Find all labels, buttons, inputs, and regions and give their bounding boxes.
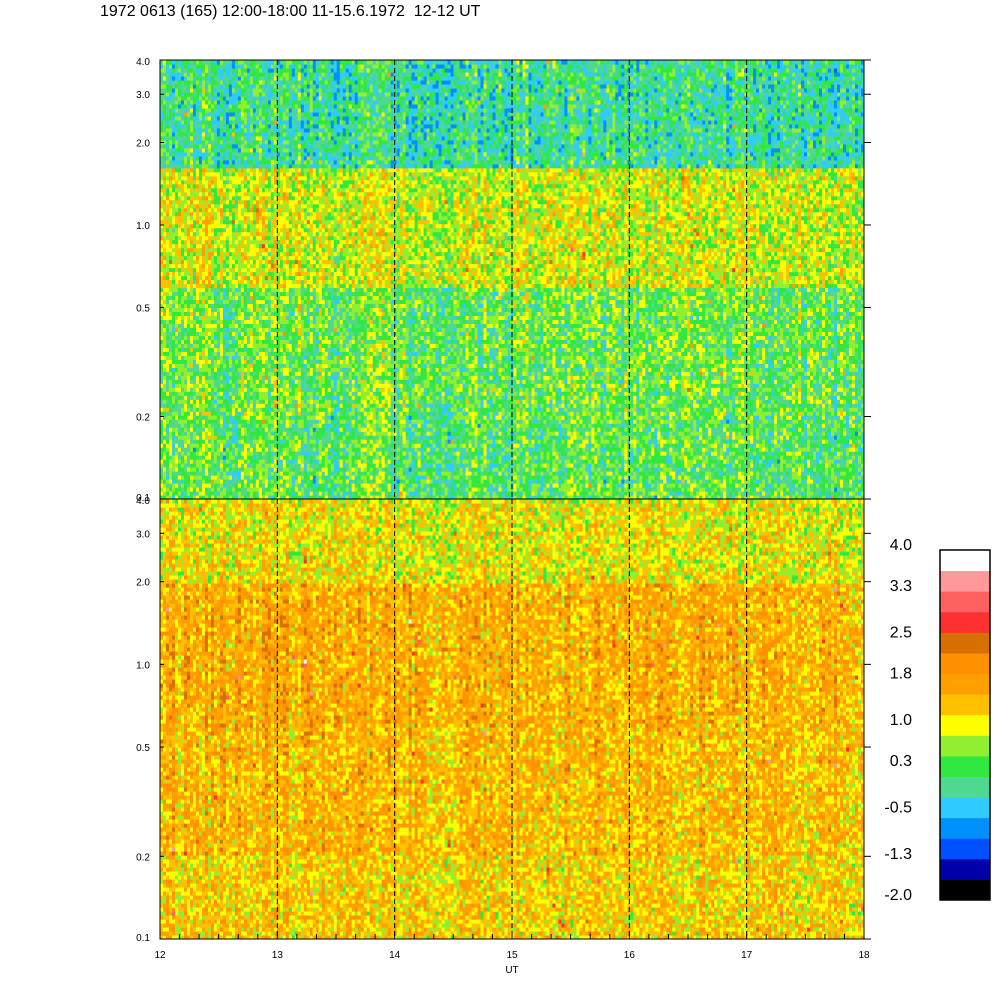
upper-spectrogram-panel: 0.10.20.51.02.03.04.0 <box>136 57 871 504</box>
